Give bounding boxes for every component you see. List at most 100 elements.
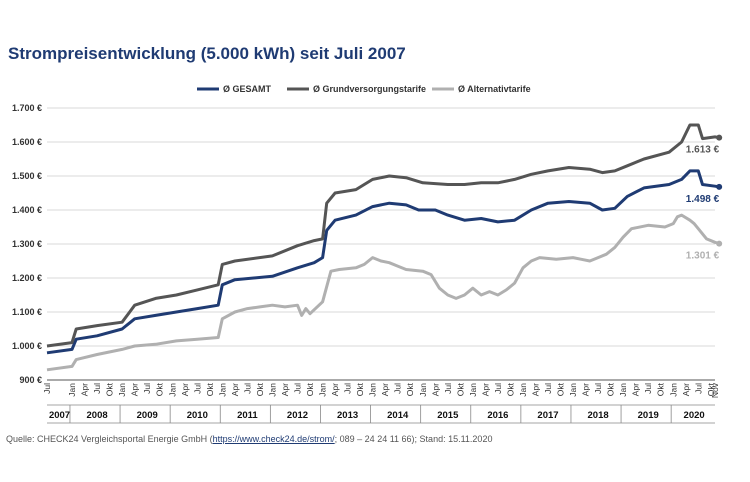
- x-year-tick: 2011: [237, 410, 258, 421]
- x-year-tick: 2008: [87, 410, 108, 421]
- x-month-tick: Okt: [155, 382, 165, 396]
- source-link[interactable]: https://www.check24.de/strom/: [212, 434, 335, 444]
- x-month-tick: Jan: [368, 383, 378, 397]
- x-year-tick: 2012: [287, 410, 308, 421]
- y-tick-label: 1.200 €: [12, 273, 42, 283]
- x-month-tick: Jul: [42, 383, 52, 394]
- x-month-tick: Apr: [380, 383, 390, 396]
- x-year-tick: 2009: [137, 410, 158, 421]
- source-suffix: ; 089 – 24 24 11 66); Stand: 15.11.2020: [334, 434, 493, 444]
- series-line: [46, 213, 720, 372]
- x-month-tick: Jul: [142, 383, 152, 394]
- x-month-tick: Apr: [280, 383, 290, 396]
- x-year-tick: 2014: [387, 410, 409, 421]
- x-month-tick: Jul: [643, 383, 653, 394]
- gridlines: [47, 107, 715, 381]
- y-tick-label: 900 €: [19, 375, 42, 385]
- series-end-marker: [716, 240, 723, 247]
- x-month-tick: Jul: [693, 383, 703, 394]
- x-month-tick: Okt: [205, 382, 215, 396]
- x-month-tick: Jan: [267, 383, 277, 397]
- x-month-tick: Jan: [217, 383, 227, 397]
- x-month-tick: Jan: [618, 383, 628, 397]
- x-month-tick: Jan: [318, 383, 328, 397]
- legend-label: Ø Grundversorgungstarife: [313, 84, 426, 94]
- x-month-tick: Jan: [668, 383, 678, 397]
- x-month-tick: Okt: [105, 382, 115, 396]
- x-year-tick: 2020: [684, 410, 705, 421]
- x-month-tick: Jul: [343, 383, 353, 394]
- x-month-tick: Apr: [581, 383, 591, 396]
- x-month-tick: Jul: [192, 383, 202, 394]
- x-month-tick: Jan: [167, 383, 177, 397]
- series-lines: [46, 123, 723, 372]
- y-tick-label: 1.100 €: [12, 307, 42, 317]
- x-month-tick: Apr: [230, 383, 240, 396]
- x-month-tick: Jul: [92, 383, 102, 394]
- x-month-tick: Apr: [480, 383, 490, 396]
- series-line: [46, 169, 720, 355]
- x-month-tick: Okt: [255, 382, 265, 396]
- end-labels: 1.498 € 1.613 € 1.301 €: [686, 145, 720, 262]
- legend-label: Ø Alternativtarife: [458, 84, 531, 94]
- y-tick-label: 1.600 €: [12, 137, 42, 147]
- source-note: Quelle: CHECK24 Vergleichsportal Energie…: [6, 434, 492, 444]
- y-tick-label: 1.000 €: [12, 341, 42, 351]
- x-month-tick: Jul: [493, 383, 503, 394]
- x-month-tick: Apr: [130, 383, 140, 396]
- series-line: [46, 123, 720, 348]
- x-axis: Jul Jan Apr Jul Okt Jan Apr Jul Okt Jan Apr Jul Okt J…: [42, 379, 720, 424]
- x-month-tick: Apr: [180, 383, 190, 396]
- x-year-tick: 2015: [437, 410, 459, 421]
- x-month-tick: Okt: [505, 382, 515, 396]
- x-year-tick: 2013: [337, 410, 358, 421]
- x-month-tick: Apr: [430, 383, 440, 396]
- x-year-tick: 2016: [487, 410, 508, 421]
- x-month-tick: Jan: [468, 383, 478, 397]
- source-prefix: Quelle: CHECK24 Vergleichsportal Energie…: [6, 434, 213, 444]
- y-tick-label: 1.700 €: [12, 103, 42, 113]
- x-month-tick: Jul: [543, 383, 553, 394]
- x-month-tick: Apr: [681, 383, 691, 396]
- x-month-tick: Okt: [606, 382, 616, 396]
- x-year-tick: 2017: [537, 410, 558, 421]
- x-month-tick: Jan: [568, 383, 578, 397]
- x-year-tick: 2010: [187, 410, 208, 421]
- x-month-tick: Apr: [330, 383, 340, 396]
- legend-label: Ø GESAMT: [223, 84, 272, 94]
- x-month-tick: Jan: [117, 383, 127, 397]
- legend: Ø GESAMT Ø Grundversorgungstarife Ø Altern…: [197, 84, 531, 94]
- y-tick-label: 1.300 €: [12, 239, 42, 249]
- x-month-tick: Jul: [393, 383, 403, 394]
- series-end-marker: [716, 183, 723, 190]
- x-month-tick: Jul: [293, 383, 303, 394]
- x-month-tick: Okt: [656, 382, 666, 396]
- x-month-tick: Apr: [631, 383, 641, 396]
- x-month-tick: Jul: [242, 383, 252, 394]
- x-month-tick: Nov: [710, 382, 720, 398]
- y-axis-ticks: 900 € 1.000 € 1.100 € 1.200 € 1.300 € 1.400 €…: [12, 103, 42, 385]
- x-month-tick: Okt: [455, 382, 465, 396]
- x-year-tick: 2007: [49, 410, 70, 421]
- y-tick-label: 1.500 €: [12, 171, 42, 181]
- x-month-tick: Jan: [518, 383, 528, 397]
- x-month-tick: Okt: [305, 382, 315, 396]
- x-month-tick: Apr: [80, 383, 90, 396]
- x-month-tick: Okt: [355, 382, 365, 396]
- x-month-tick: Jan: [67, 383, 77, 397]
- x-month-tick: Jul: [593, 383, 603, 394]
- x-month-tick: Jul: [443, 383, 453, 394]
- series-end-label: 1.301 €: [686, 251, 720, 262]
- x-month-tick: Okt: [405, 382, 415, 396]
- x-month-tick: Okt: [556, 382, 566, 396]
- y-tick-label: 1.400 €: [12, 205, 42, 215]
- x-year-tick: 2018: [588, 410, 609, 421]
- chart-title: Strompreisentwicklung (5.000 kWh) seit J…: [8, 44, 406, 63]
- series-end-label: 1.498 €: [686, 194, 720, 205]
- x-year-tick: 2019: [638, 410, 659, 421]
- x-month-tick: Jan: [418, 383, 428, 397]
- x-month-tick: Okt: [706, 382, 716, 396]
- series-end-marker: [716, 134, 723, 141]
- x-month-tick: Apr: [530, 383, 540, 396]
